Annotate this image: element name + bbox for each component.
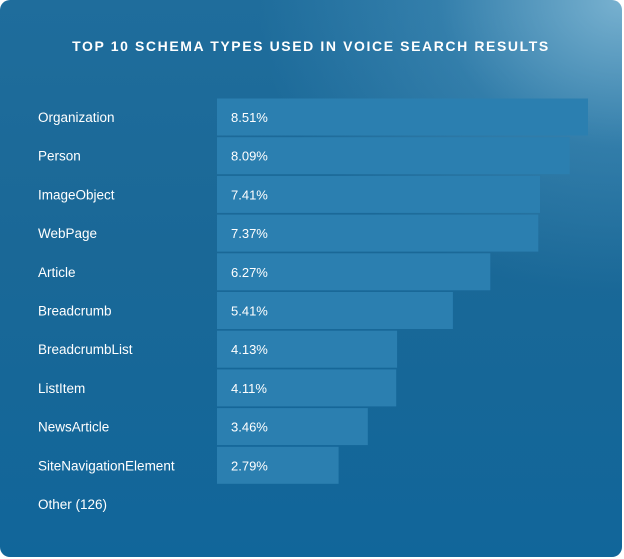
bar-newsarticle: [217, 408, 368, 446]
category-label: Person: [38, 149, 81, 164]
chart-title: TOP 10 SCHEMA TYPES USED IN VOICE SEARCH…: [72, 38, 550, 54]
bar-value-label: 7.37%: [231, 226, 268, 241]
bar-value-label: 8.51%: [231, 110, 268, 125]
category-label: ImageObject: [38, 187, 115, 202]
category-label: Organization: [38, 110, 115, 125]
bar-value-label: 7.41%: [231, 187, 268, 202]
category-label: Article: [38, 265, 76, 280]
category-label: ListItem: [38, 381, 85, 396]
bar-article: [217, 253, 491, 291]
bar-value-label: 8.09%: [231, 149, 268, 164]
bar-webpage: [217, 214, 539, 252]
bar-imageobject: [217, 175, 540, 213]
bar-person: [217, 137, 570, 175]
category-label: Breadcrumb: [38, 304, 112, 319]
category-label: SiteNavigationElement: [38, 458, 175, 473]
category-label: Other (126): [38, 497, 107, 512]
bar-organization: [217, 98, 588, 136]
bar-value-label: 3.46%: [231, 420, 268, 435]
bar-value-label: 4.11%: [231, 381, 267, 396]
category-label: WebPage: [38, 226, 97, 241]
bar-value-label: 4.13%: [231, 342, 268, 357]
bar-sitenavigationelement: [217, 446, 339, 484]
bar-value-label: 2.79%: [231, 458, 268, 473]
bar-value-label: 5.41%: [231, 304, 268, 319]
bar-breadcrumb: [217, 292, 453, 329]
bar-breadcrumblist: [217, 330, 398, 368]
category-label: BreadcrumbList: [38, 342, 133, 357]
bar-value-label: 6.27%: [231, 265, 268, 280]
bar-listitem: [217, 369, 397, 407]
category-label: NewsArticle: [38, 420, 109, 435]
